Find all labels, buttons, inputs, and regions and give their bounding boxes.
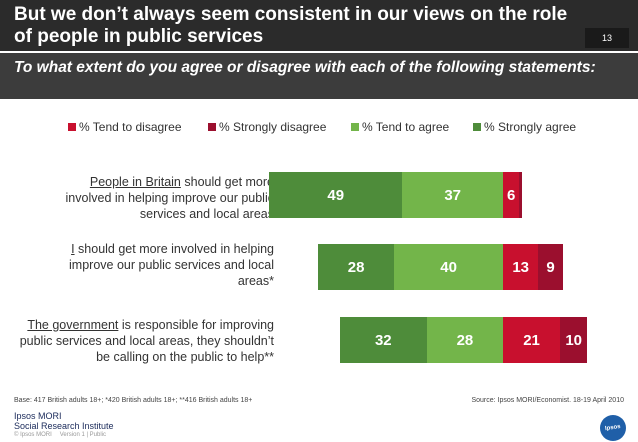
page-number: 13 [585, 28, 629, 48]
ipsos-mori-logo: Ipsos MORI Social Research Institute [14, 411, 114, 431]
statement-text: should get more involved in helping impr… [69, 242, 274, 288]
statement-subject: The government [27, 318, 119, 332]
legend-item-tend-agree: % Tend to agree [351, 119, 449, 135]
bar-value-label: 10 [565, 331, 583, 349]
base-note: Base: 417 British adults 18+; *420 Briti… [14, 397, 253, 404]
bar-value-label: 9 [546, 258, 555, 276]
statement-text: is responsible for improving public serv… [19, 318, 274, 364]
copyright-line: © Ipsos MORI Version 1 | Public [14, 432, 114, 438]
legend-item-tend-disagree: % Tend to disagree [68, 119, 182, 135]
legend-swatch-tend-disagree [68, 123, 76, 131]
legend-label: % Tend to disagree [79, 120, 182, 134]
legend-label: % Strongly disagree [219, 120, 327, 134]
bar-tend-disagree: 21 [502, 317, 561, 363]
legend-label: % Strongly agree [484, 120, 577, 134]
bar-row-people-in-britain: 49 37 6 [269, 172, 522, 218]
bar-value-label: 13 [512, 258, 529, 276]
statement-label-people-in-britain: People in Britain should get more involv… [50, 174, 274, 222]
statement-label-government: The government is responsible for improv… [4, 317, 274, 365]
badge-text: Ipsos [604, 423, 622, 433]
legend-swatch-strongly-disagree [208, 123, 216, 131]
bar-value-label: 21 [523, 331, 540, 349]
legend-label: % Tend to agree [362, 120, 450, 134]
question-banner [0, 53, 638, 99]
bar-row-government: 32 28 21 10 [339, 317, 588, 363]
question-text: To what extent do you agree or disagree … [14, 59, 596, 76]
bar-value-label: 28 [347, 258, 365, 276]
bar-value-label: 49 [327, 186, 345, 204]
copyright-text: © Ipsos MORI [14, 432, 52, 438]
legend-swatch-strongly-agree [473, 123, 481, 131]
statement-subject: I [71, 242, 75, 256]
bar-tend-agree: 28 [426, 317, 503, 363]
slide-title: But we don’t always seem consistent in o… [14, 4, 568, 47]
legend-item-strongly-agree: % Strongly agree [473, 119, 576, 135]
bar-value-label: 28 [456, 331, 474, 349]
chart-legend: % Tend to disagree % Strongly disagree %… [0, 119, 638, 135]
bar-tend-disagree: 13 [502, 244, 539, 290]
source-note: Source: Ipsos MORI/Economist. 18-19 Apri… [471, 397, 624, 404]
bar-tend-agree: 40 [394, 244, 503, 290]
bar-row-i: 28 40 13 9 [318, 244, 563, 290]
bar-tend-disagree: 6 [502, 172, 520, 218]
legend-swatch-tend-agree [351, 123, 359, 131]
bar-strongly-disagree [519, 172, 522, 218]
bar-strongly-agree: 32 [339, 317, 427, 363]
bar-value-label: 6 [506, 186, 516, 204]
legend-item-strongly-disagree: % Strongly disagree [208, 119, 326, 135]
version-text: Version 1 | Public [59, 432, 107, 438]
bar-strongly-agree: 28 [318, 244, 395, 290]
bar-strongly-disagree: 9 [538, 244, 563, 290]
statement-label-i: I should get more involved in helping im… [50, 241, 274, 289]
bar-value-label: 37 [444, 186, 461, 204]
ipsos-badge-icon: Ipsos [600, 415, 626, 441]
bar-value-label: 32 [374, 331, 392, 349]
statement-subject: People in Britain [89, 175, 181, 189]
bar-strongly-agree: 49 [269, 172, 403, 218]
bar-strongly-disagree: 10 [560, 317, 588, 363]
logo-line-2: Social Research Institute [14, 421, 114, 431]
title-banner [0, 0, 638, 51]
statement-text: should get more involved in helping impr… [65, 175, 274, 221]
bar-tend-agree: 37 [402, 172, 503, 218]
logo-line-1: Ipsos MORI [14, 411, 62, 421]
bar-value-label: 40 [440, 258, 457, 276]
